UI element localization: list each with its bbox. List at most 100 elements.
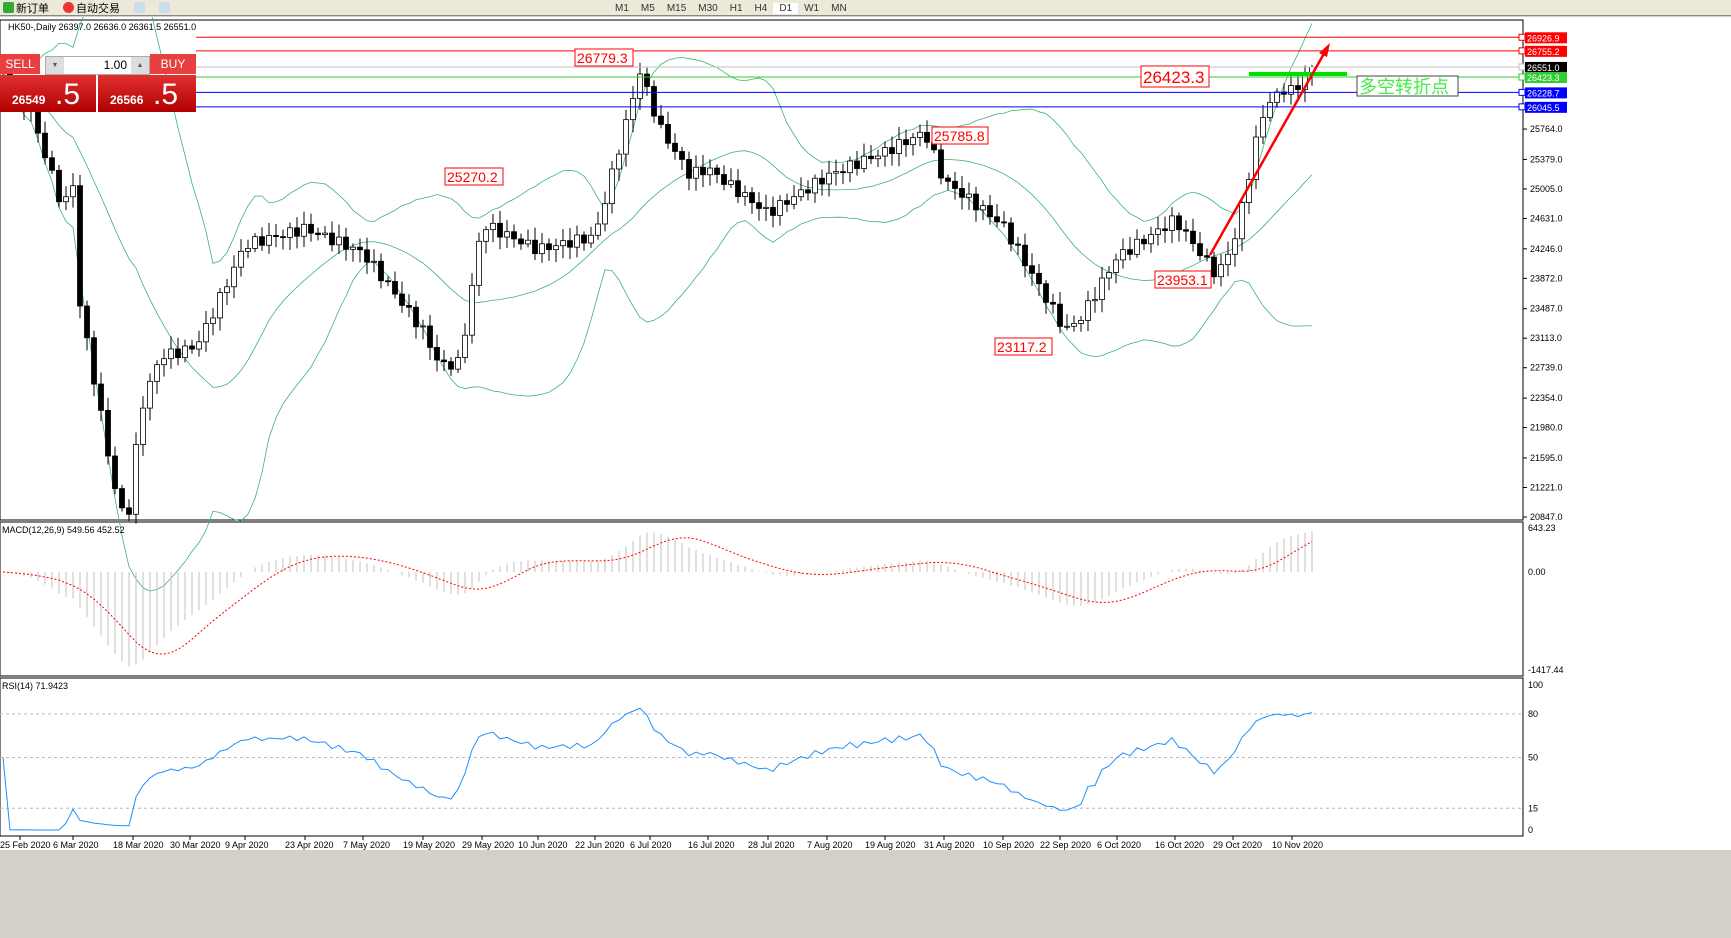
lots-increase-button[interactable]: ▲ bbox=[131, 57, 149, 74]
bull-candle bbox=[616, 153, 622, 170]
bear-candle bbox=[889, 147, 895, 155]
date-tick-label: 19 May 2020 bbox=[403, 840, 455, 850]
sell-price-button[interactable]: 26549 .5 bbox=[0, 75, 96, 112]
bear-candle bbox=[175, 348, 181, 359]
bull-candle bbox=[1078, 320, 1084, 324]
bear-candle bbox=[385, 280, 391, 283]
new-order-button[interactable]: 新订单 bbox=[0, 0, 52, 16]
buy-price-button[interactable]: 26566 .5 bbox=[98, 75, 196, 112]
bull-candle bbox=[1260, 117, 1266, 138]
bull-candle bbox=[882, 147, 888, 157]
price-tick-label: 25764.0 bbox=[1530, 124, 1563, 134]
bull-candle bbox=[728, 180, 734, 185]
bull-candle bbox=[469, 284, 475, 336]
bear-candle bbox=[413, 306, 419, 328]
bear-candle bbox=[518, 238, 524, 245]
bull-candle bbox=[826, 172, 832, 185]
timeframe-w1[interactable]: W1 bbox=[804, 2, 820, 14]
bull-candle bbox=[154, 364, 160, 382]
bear-candle bbox=[581, 234, 587, 244]
buy-price: 26566 bbox=[110, 93, 144, 107]
bear-candle bbox=[343, 236, 349, 250]
bull-candle bbox=[203, 323, 209, 343]
price-tag bbox=[1525, 72, 1567, 84]
timeframe-m30[interactable]: M30 bbox=[698, 2, 718, 14]
bear-candle bbox=[1043, 283, 1049, 303]
bear-candle bbox=[91, 337, 97, 385]
price-tick-label: 25005.0 bbox=[1530, 184, 1563, 194]
date-tick-label: 10 Nov 2020 bbox=[1272, 840, 1323, 850]
rsi-tick-label: 80 bbox=[1528, 709, 1538, 719]
bull-candle bbox=[1232, 238, 1238, 255]
chart-canvas[interactable]: HK50-,Daily 26397.0 26636.0 26361.5 2655… bbox=[0, 0, 1731, 850]
bull-candle bbox=[966, 193, 972, 198]
bear-candle bbox=[378, 260, 384, 282]
bull-candle bbox=[1106, 272, 1112, 279]
timeframe-mn[interactable]: MN bbox=[831, 2, 847, 14]
bull-candle bbox=[707, 167, 713, 176]
price-tick-label: 24246.0 bbox=[1530, 244, 1563, 254]
main-panel-frame bbox=[0, 19, 1524, 521]
date-tick-label: 31 Aug 2020 bbox=[924, 840, 975, 850]
bollinger-upper bbox=[2, 0, 1313, 264]
bear-candle bbox=[448, 361, 454, 370]
rsi-tick-label: 50 bbox=[1528, 753, 1538, 763]
bear-candle bbox=[959, 188, 965, 198]
price-tick-label: 25379.0 bbox=[1530, 154, 1563, 164]
bear-candle bbox=[854, 160, 860, 169]
bear-candle bbox=[105, 409, 111, 457]
bear-candle bbox=[924, 131, 930, 143]
macd-tick-label: 643.23 bbox=[1528, 523, 1556, 533]
lots-field[interactable]: ▼ 1.00 ▲ bbox=[45, 56, 150, 75]
timeframe-d1[interactable]: D1 bbox=[773, 2, 799, 14]
price-tick-label: 20847.0 bbox=[1530, 512, 1563, 522]
bear-candle bbox=[700, 166, 706, 176]
buy-button[interactable]: BUY bbox=[150, 54, 196, 74]
bull-candle bbox=[147, 380, 153, 409]
timeframe-m1[interactable]: M1 bbox=[615, 2, 629, 14]
price-annotation-box bbox=[1154, 270, 1212, 289]
price-tag-label: 26755.2 bbox=[1527, 47, 1560, 57]
bull-candle bbox=[1274, 91, 1280, 103]
bear-candle bbox=[434, 346, 440, 361]
bull-candle bbox=[560, 240, 566, 247]
bear-candle bbox=[546, 243, 552, 251]
date-tick-label: 30 Mar 2020 bbox=[170, 840, 221, 850]
bull-candle bbox=[462, 334, 468, 358]
bear-candle bbox=[280, 236, 286, 239]
bear-candle bbox=[308, 223, 314, 234]
zoom-out-button[interactable] bbox=[156, 2, 173, 13]
bear-candle bbox=[532, 239, 538, 255]
bull-candle bbox=[350, 246, 356, 250]
bull-candle bbox=[896, 139, 902, 155]
chart-window[interactable]: HK50-,Daily 26397.0 26636.0 26361.5 2655… bbox=[0, 0, 1731, 850]
bear-candle bbox=[497, 222, 503, 238]
timeframe-m15[interactable]: M15 bbox=[666, 2, 687, 14]
timeframe-h4[interactable]: H4 bbox=[754, 2, 768, 14]
sell-button[interactable]: SELL bbox=[0, 54, 40, 74]
bear-candle bbox=[294, 227, 300, 237]
date-tick-label: 10 Jun 2020 bbox=[518, 840, 568, 850]
bear-candle bbox=[259, 236, 265, 246]
bear-candle bbox=[567, 240, 573, 248]
price-annotation-label: 23117.2 bbox=[997, 339, 1047, 355]
bull-candle bbox=[490, 222, 496, 231]
bull-candle bbox=[301, 223, 307, 237]
auto-trading-button[interactable]: 自动交易 bbox=[60, 0, 123, 16]
bull-candle bbox=[196, 341, 202, 350]
price-tick-label: 22354.0 bbox=[1530, 393, 1563, 403]
bull-candle bbox=[1288, 85, 1294, 95]
bear-candle bbox=[714, 167, 720, 175]
timeframe-h1[interactable]: H1 bbox=[729, 2, 743, 14]
bear-candle bbox=[119, 488, 125, 509]
zoom-in-icon bbox=[134, 2, 145, 13]
date-tick-label: 19 Aug 2020 bbox=[865, 840, 916, 850]
zoom-in-button[interactable] bbox=[131, 2, 148, 13]
bear-candle bbox=[399, 293, 405, 306]
timeframe-m5[interactable]: M5 bbox=[640, 2, 655, 14]
timeframe-bar: M1 M5 M15 M30 H1 H4 D1 W1 MN bbox=[609, 2, 853, 14]
bull-candle bbox=[693, 166, 699, 179]
bull-candle bbox=[917, 131, 923, 138]
lots-decrease-button[interactable]: ▼ bbox=[46, 57, 64, 74]
bear-candle bbox=[35, 109, 41, 134]
